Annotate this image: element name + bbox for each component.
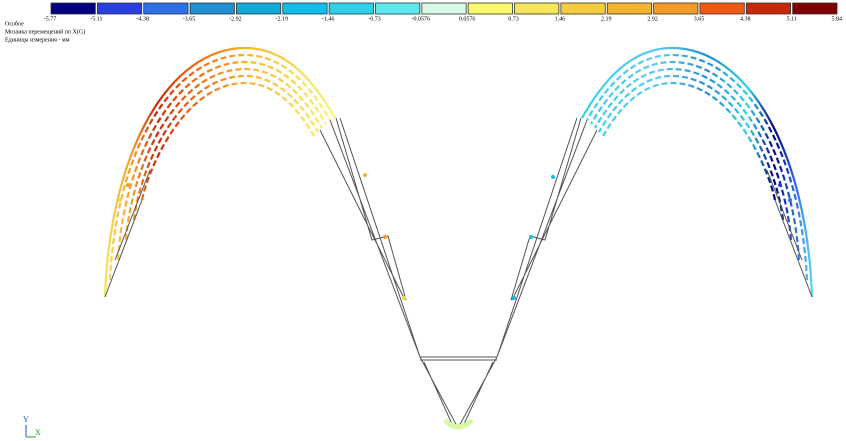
legend-label: -2.92	[229, 16, 242, 22]
arch-layer	[602, 81, 777, 201]
legend-swatch	[189, 2, 235, 15]
node	[778, 183, 782, 187]
truss-members	[496, 117, 813, 358]
y-axis-label: Y	[23, 415, 29, 424]
legend-label: 4.38	[740, 16, 751, 22]
arch-layer	[108, 53, 331, 281]
legend-swatch	[514, 2, 560, 15]
legend-swatch	[560, 2, 606, 15]
legend-swatch	[50, 2, 96, 15]
arch-layer	[594, 67, 793, 241]
load-case: Особое	[5, 20, 24, 27]
legend-swatch	[143, 2, 189, 15]
node	[551, 175, 555, 179]
legend-swatch	[653, 2, 699, 15]
legend-swatch	[375, 2, 421, 15]
legend-label: -0.0576	[412, 16, 431, 22]
legend-label: -3.65	[183, 16, 196, 22]
legend-swatch	[282, 2, 328, 15]
legend-swatch	[467, 2, 513, 15]
legend-label: 0.0576	[459, 16, 476, 22]
legend-swatch	[606, 2, 652, 15]
legend-label: 5.84	[832, 16, 843, 22]
arch-layer	[140, 81, 315, 201]
node	[529, 235, 533, 239]
model	[103, 46, 814, 430]
node	[512, 296, 516, 300]
arch-layer	[116, 60, 327, 261]
legend-swatch	[96, 2, 143, 15]
x-axis-label: X	[35, 428, 41, 437]
legend-label: -0.73	[368, 16, 381, 22]
legend-swatch	[745, 2, 792, 15]
arch-layer	[124, 67, 323, 241]
legend-label: -1.46	[322, 16, 335, 22]
legend-label: 2.19	[601, 16, 612, 22]
node	[126, 183, 130, 187]
legend-label: 3.65	[694, 16, 705, 22]
legend-swatch	[699, 2, 745, 15]
legend-swatch	[328, 2, 374, 15]
truss	[104, 117, 813, 430]
truss-members	[104, 117, 497, 361]
legend-swatch	[421, 2, 467, 15]
right-arch	[581, 46, 814, 298]
left-arch	[103, 46, 336, 298]
legend-swatch	[792, 2, 838, 15]
legend-label: 2.92	[647, 16, 658, 22]
node	[118, 198, 122, 202]
result-type: Мозаика перемещений по X(G)	[5, 28, 85, 35]
arch-layer	[598, 74, 785, 221]
arch-layer	[132, 74, 319, 221]
legend-label: 0.73	[508, 16, 519, 22]
legend-swatch	[236, 2, 282, 15]
support-arc	[443, 418, 474, 430]
nodes	[118, 173, 792, 300]
arch-layer	[581, 46, 814, 298]
arch-layer	[103, 46, 336, 298]
legend-label: -5.11	[90, 16, 102, 22]
units: Единицы измерения - мм	[5, 37, 70, 43]
axis-indicator: Y X	[23, 415, 41, 438]
node	[788, 198, 792, 202]
legend-label: -4.38	[136, 16, 149, 22]
node	[383, 235, 387, 239]
node	[363, 173, 367, 177]
truss-members	[419, 356, 498, 430]
arch-layer	[586, 53, 809, 281]
arch-layer	[590, 60, 801, 261]
legend-label: 5.11	[787, 16, 797, 22]
legend-label: -2.19	[276, 16, 289, 22]
legend: -5.77 -5.11 -4.38 -3.65 -2.92 -2.19 -1.46 -0.73…	[44, 2, 843, 22]
legend-label: 1.46	[555, 16, 566, 22]
legend-label: -5.77	[44, 16, 57, 22]
node	[402, 296, 406, 300]
